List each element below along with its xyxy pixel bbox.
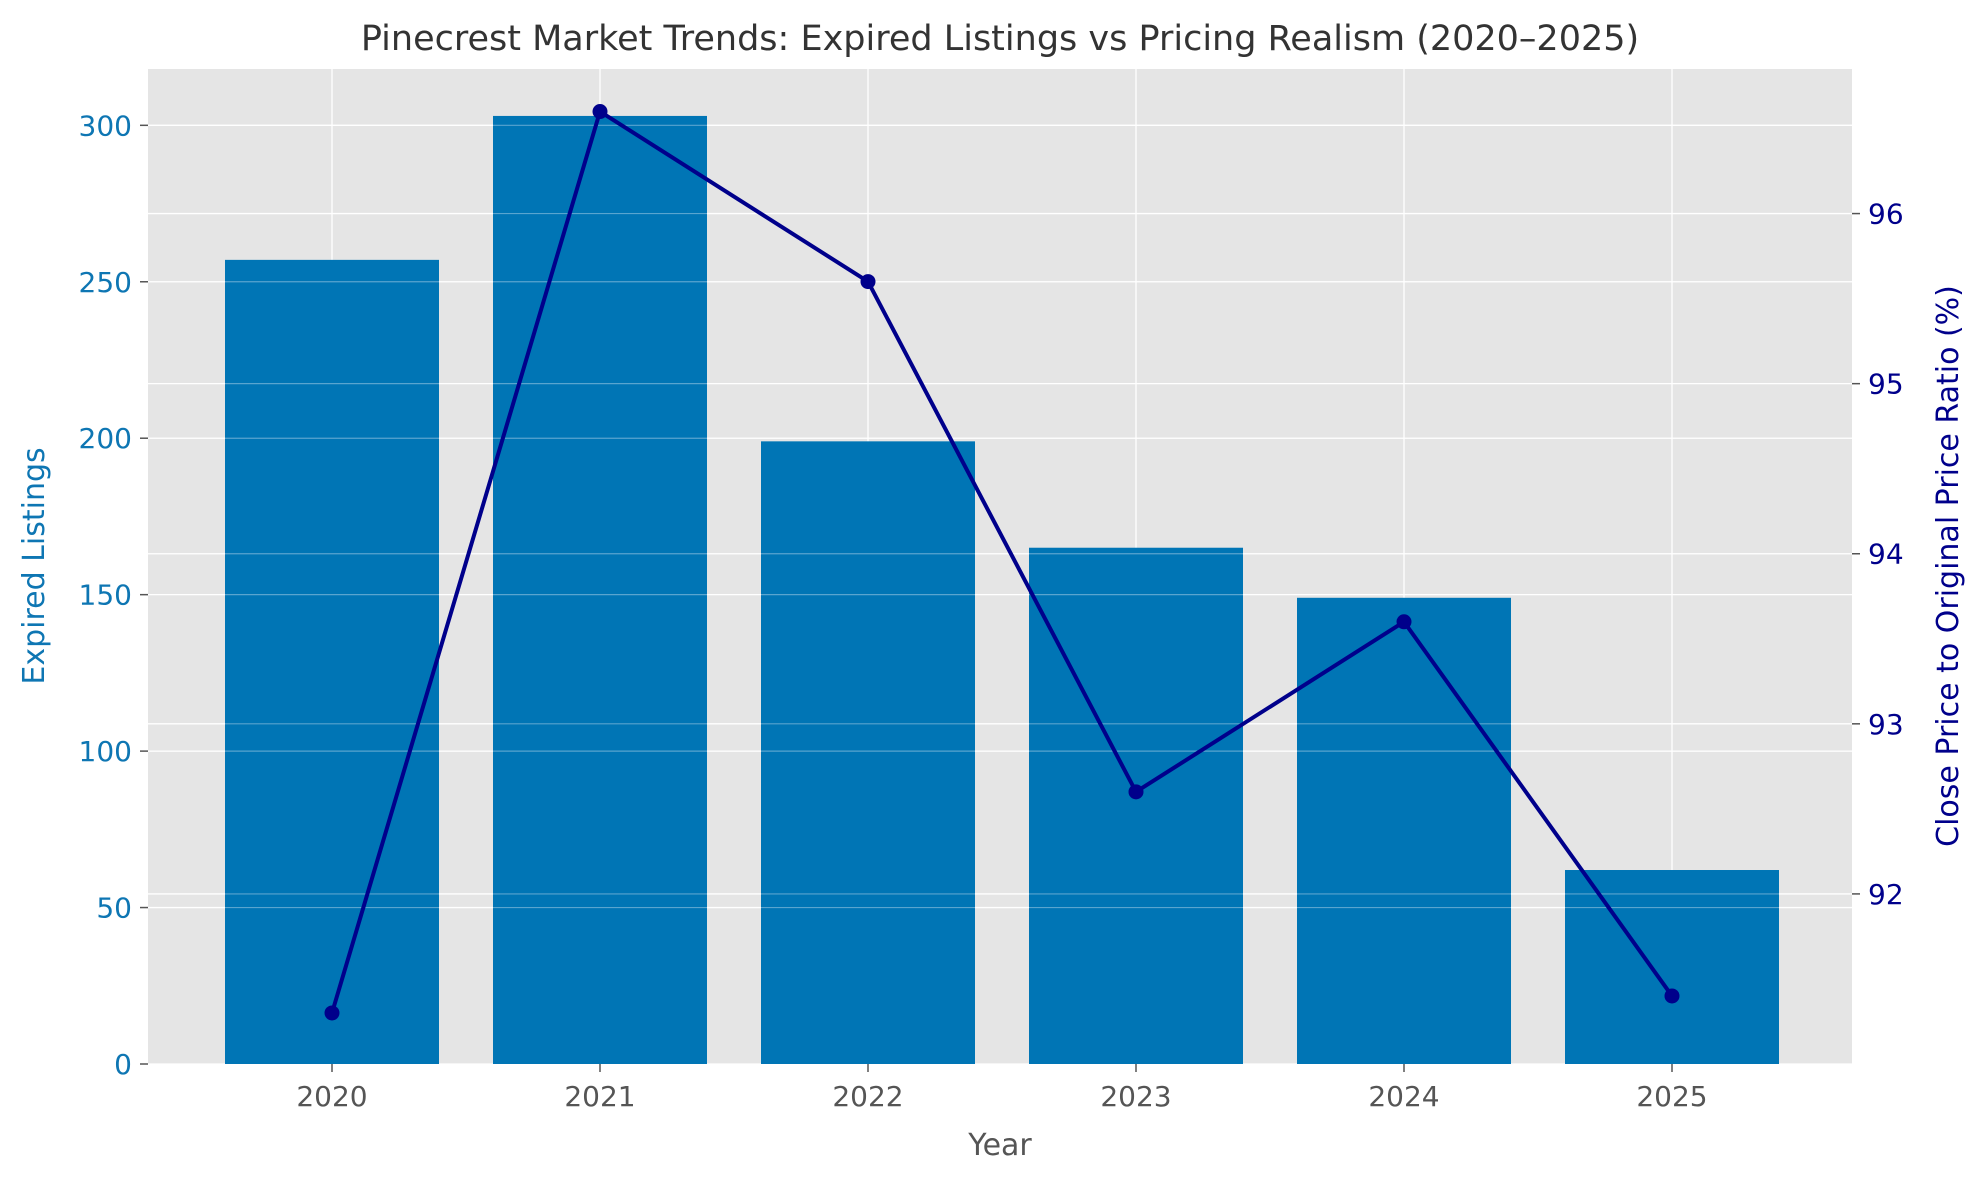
- ytick-right-label-1: 93: [1868, 708, 1904, 741]
- ratio-point-2021: [592, 104, 608, 120]
- ytick-right-label-3: 95: [1868, 368, 1904, 401]
- y-axis-label-right: Close Price to Original Price Ratio (%): [1931, 285, 1966, 847]
- xtick-label-2025: 2025: [1636, 1080, 1707, 1113]
- ytick-left-label-3: 150: [79, 579, 132, 612]
- bar-2021: [493, 115, 707, 1064]
- ytick-left-label-4: 200: [79, 422, 132, 455]
- xtick-label-2020: 2020: [296, 1080, 367, 1113]
- y-axis-label-left: Expired Listings: [17, 447, 52, 684]
- bar-2020: [225, 259, 439, 1065]
- ytick-right-label-2: 94: [1868, 538, 1904, 571]
- ytick-left-label-1: 50: [96, 892, 132, 925]
- ytick-left-label-6: 300: [79, 109, 132, 142]
- ratio-line: [330, 109, 1674, 1014]
- ratio-point-2023: [1128, 784, 1144, 800]
- axes-layer: 0 50 100 150 200 250 300 92 93 94 95 96 2020 2021 2022…: [79, 109, 1904, 1113]
- x-axis-label: Year: [967, 1128, 1032, 1163]
- ratio-point-2024: [1396, 614, 1412, 630]
- ytick-right-label-4: 96: [1868, 198, 1904, 231]
- ratio-point-2022: [860, 274, 876, 290]
- bar-2022: [761, 441, 975, 1064]
- line-layer: [324, 104, 1680, 1021]
- bar-2023: [1029, 547, 1243, 1064]
- ratio-point-2025: [1664, 988, 1680, 1004]
- ytick-left-label-5: 250: [79, 266, 132, 299]
- xtick-label-2024: 2024: [1368, 1080, 1439, 1113]
- chart-title: Pinecrest Market Trends: Expired Listing…: [361, 19, 1639, 59]
- xtick-label-2023: 2023: [1100, 1080, 1171, 1113]
- ytick-left-label-0: 0: [114, 1048, 132, 1081]
- ratio-point-2020: [324, 1005, 340, 1021]
- bar-2025: [1565, 870, 1779, 1064]
- ytick-left-label-2: 100: [79, 735, 132, 768]
- bar-2024: [1297, 597, 1511, 1064]
- ytick-right-label-0: 92: [1868, 878, 1904, 911]
- xtick-label-2021: 2021: [564, 1080, 635, 1113]
- bars-layer: [148, 115, 1852, 1065]
- xtick-label-2022: 2022: [832, 1080, 903, 1113]
